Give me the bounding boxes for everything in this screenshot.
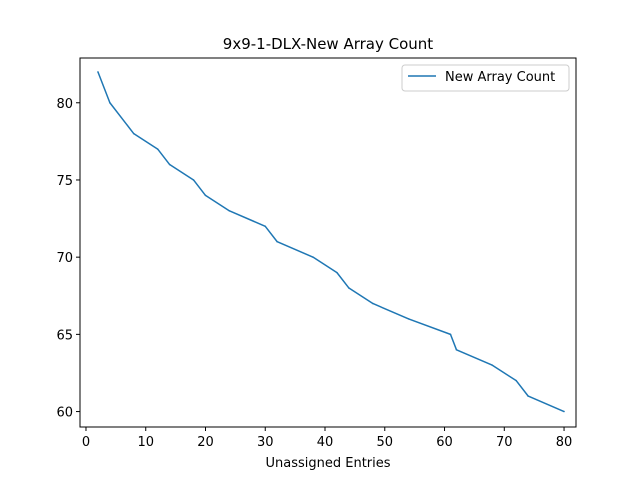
- x-tick-label: 60: [436, 435, 453, 450]
- y-tick-label: 80: [56, 97, 73, 112]
- y-tick-label: 60: [56, 406, 73, 421]
- x-tick-label: 50: [376, 435, 393, 450]
- data-point: [408, 318, 410, 320]
- data-point: [456, 349, 458, 351]
- data-point: [372, 303, 374, 305]
- data-point: [229, 210, 231, 212]
- data-point: [527, 395, 529, 397]
- y-tick-label: 70: [56, 251, 73, 266]
- x-tick-label: 0: [82, 435, 90, 450]
- data-point: [348, 287, 350, 289]
- legend: New Array Count: [402, 65, 569, 91]
- data-point: [109, 102, 111, 104]
- y-tick-label: 65: [56, 328, 73, 343]
- x-tick-label: 70: [496, 435, 513, 450]
- y-tick-label: 75: [56, 174, 73, 189]
- data-point: [169, 164, 171, 166]
- x-tick-label: 40: [317, 435, 334, 450]
- data-point: [492, 364, 494, 366]
- data-point: [312, 256, 314, 258]
- data-point: [97, 71, 99, 73]
- data-point: [276, 241, 278, 243]
- data-point: [515, 380, 517, 382]
- x-tick-label: 20: [197, 435, 214, 450]
- legend-label: New Array Count: [445, 70, 555, 85]
- x-tick-label: 10: [137, 435, 154, 450]
- data-point: [450, 334, 452, 336]
- chart-title: 9x9-1-DLX-New Array Count: [223, 35, 433, 53]
- data-point: [563, 411, 565, 413]
- x-tick-label: 30: [257, 435, 274, 450]
- data-point: [133, 133, 135, 135]
- x-tick-label: 80: [556, 435, 573, 450]
- data-point: [157, 148, 159, 150]
- x-axis-label: Unassigned Entries: [265, 456, 390, 471]
- data-point: [193, 179, 195, 181]
- data-point: [205, 195, 207, 197]
- data-point: [265, 226, 267, 228]
- data-point: [336, 272, 338, 274]
